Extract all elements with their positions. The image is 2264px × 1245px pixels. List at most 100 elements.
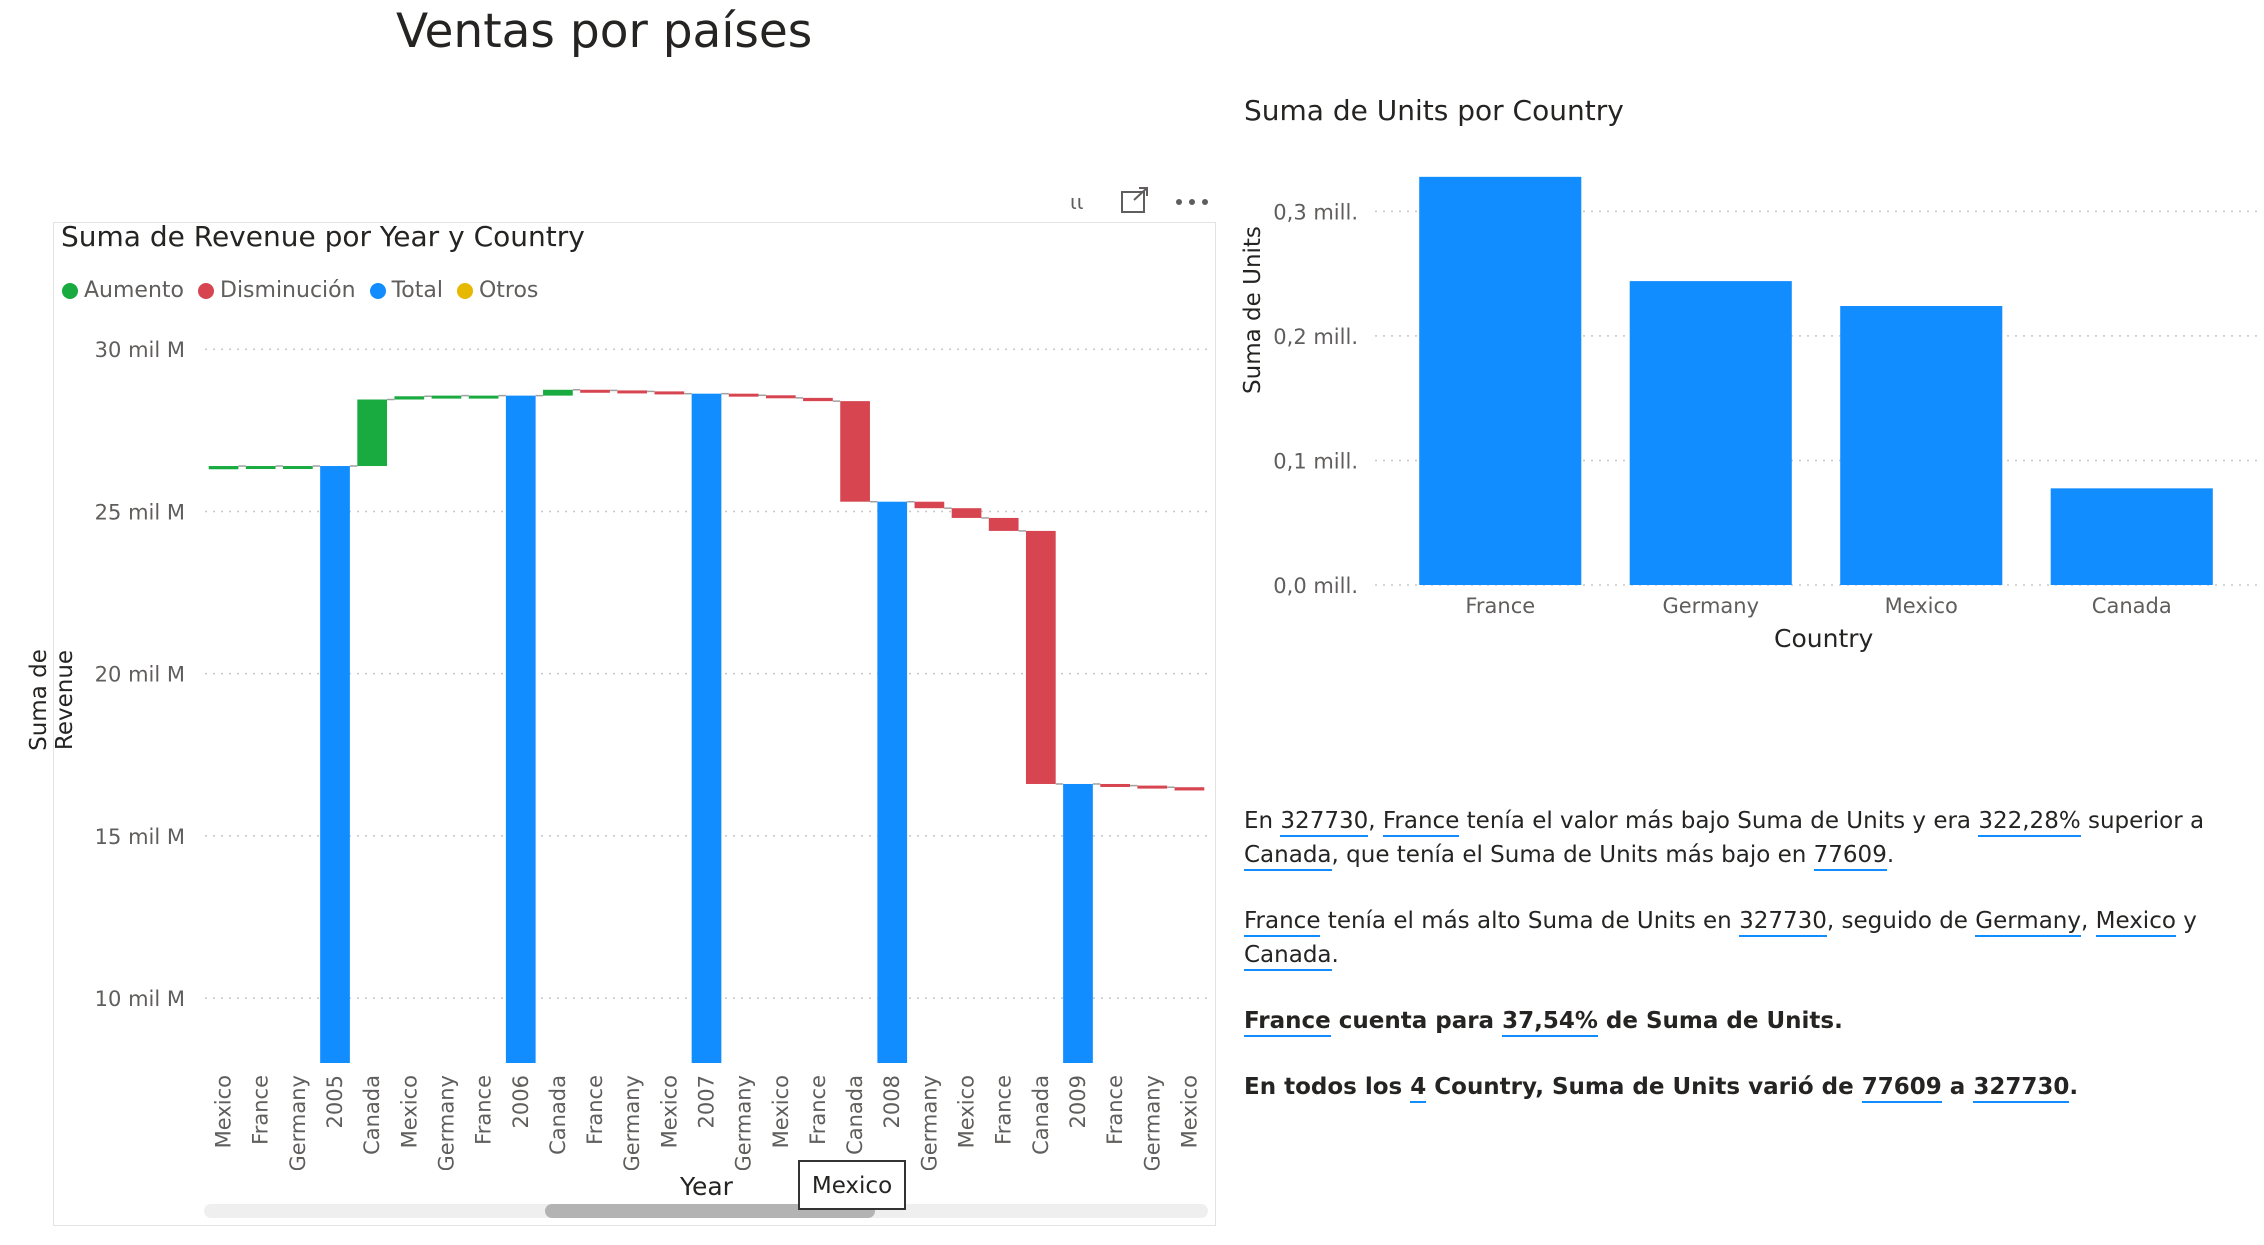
x-tick-label: France [806, 1075, 830, 1145]
waterfall-bar-increase [394, 396, 425, 400]
x-tick-label: Canada [843, 1075, 867, 1155]
narrative-paragraph-1: En 327730, France tenía el valor más baj… [1244, 804, 2254, 872]
waterfall-bar-decrease [951, 508, 982, 518]
narrative-value[interactable]: France [1244, 908, 1321, 937]
y-tick-label: 0,3 mill. [1273, 200, 1358, 224]
waterfall-bar-increase [208, 466, 239, 470]
narrative-value[interactable]: France [1382, 808, 1460, 837]
waterfall-bar-decrease [803, 397, 833, 402]
x-tick-label: Mexico [657, 1075, 681, 1148]
waterfall-legend: Aumento Disminución Total Otros [62, 278, 552, 303]
y-tick-label: 0,2 mill. [1273, 325, 1358, 349]
x-tick-label: 2007 [695, 1075, 719, 1128]
waterfall-bar-increase [431, 395, 462, 399]
x-tick-label: France [1103, 1075, 1127, 1145]
x-tick-label: Canada [1029, 1075, 1053, 1155]
narrative-value[interactable]: 322,28% [1978, 808, 2081, 837]
narrative-value[interactable]: Mexico [2095, 908, 2176, 937]
narrative-value[interactable]: Canada [1244, 942, 1332, 971]
scrollbar-thumb[interactable] [545, 1204, 875, 1218]
narrative-value[interactable]: 77609 [1861, 1074, 1942, 1103]
legend-item-total[interactable]: Total [369, 278, 443, 303]
x-tick-label: Germany [732, 1075, 756, 1170]
waterfall-bar-decrease [1137, 785, 1168, 789]
legend-item-increase[interactable]: Aumento [62, 278, 184, 303]
x-tick-label: Mexico [1885, 594, 1958, 618]
waterfall-visual-frame[interactable] [53, 222, 1216, 1226]
waterfall-bar-decrease [765, 395, 796, 399]
x-tick-label: Germany [434, 1075, 458, 1170]
y-tick-label: 15 mil M [95, 825, 185, 849]
narrative-paragraph-3: France cuenta para 37,54% de Suma de Uni… [1244, 1004, 2254, 1038]
legend-item-decrease[interactable]: Disminución [198, 278, 356, 303]
x-tick-label: Germany [286, 1075, 310, 1170]
y-tick-label: 0,0 mill. [1273, 574, 1358, 598]
legend-item-other[interactable]: Otros [456, 278, 538, 303]
narrative-value[interactable]: 4 [1410, 1074, 1427, 1103]
waterfall-bar-decrease [914, 501, 945, 509]
smart-narrative: En 327730, France tenía el valor más baj… [1244, 804, 2254, 1136]
x-tick-label: Mexico [769, 1075, 793, 1148]
x-tick-label: 2006 [509, 1075, 533, 1128]
waterfall-bar-decrease [1174, 787, 1205, 791]
x-tick-label: Germany [620, 1075, 644, 1170]
x-tick-label: France [583, 1075, 607, 1145]
pin-icon[interactable]: ɩɩ [1070, 190, 1084, 214]
waterfall-bar-total [877, 501, 908, 1063]
waterfall-x-axis-title: Year [680, 1172, 733, 1201]
y-tick-label: 20 mil M [95, 663, 185, 687]
legend-dot [198, 282, 214, 299]
x-tick-label: France [472, 1075, 496, 1145]
x-tick-label: Canada [546, 1075, 570, 1155]
waterfall-bar-total [320, 466, 350, 1063]
waterfall-bar-decrease [580, 389, 610, 393]
bar-canada [2050, 488, 2213, 585]
waterfall-bar-increase [357, 399, 388, 467]
legend-dot [369, 282, 386, 299]
x-tick-label: Mexico [1177, 1075, 1201, 1148]
waterfall-bar-decrease [840, 401, 870, 502]
legend-dot [62, 282, 78, 299]
x-tick-label: Germany [917, 1075, 941, 1170]
waterfall-bar-increase [543, 389, 573, 396]
bar-mexico [1840, 306, 2003, 585]
bar-france [1419, 176, 1582, 585]
narrative-value[interactable]: Germany [1975, 908, 2081, 937]
x-tick-label: Mexico [955, 1075, 979, 1148]
waterfall-bar-total [1063, 783, 1093, 1063]
waterfall-chart: 30 mil M 25 mil M 20 mil M 15 mil M 10 mil M… [95, 338, 1208, 1170]
narrative-paragraph-4: En todos los 4 Country, Suma de Units va… [1244, 1070, 2254, 1104]
y-tick-label: 10 mil M [95, 987, 185, 1011]
narrative-value[interactable]: 327730 [1739, 908, 1827, 937]
waterfall-bar-increase [245, 466, 276, 470]
focus-mode-icon[interactable] [1120, 186, 1150, 218]
y-tick-label: 30 mil M [95, 338, 185, 362]
narrative-value[interactable]: 77609 [1813, 842, 1887, 871]
narrative-value[interactable]: 327730 [1280, 808, 1369, 837]
bar-germany [1629, 281, 1792, 585]
x-tick-label: Mexico [397, 1075, 421, 1148]
x-tick-label: France [249, 1075, 273, 1145]
y-tick-label: 0,1 mill. [1273, 449, 1358, 473]
bar-x-axis-title: Country [1774, 624, 1874, 653]
x-tick-label: Mexico [212, 1075, 236, 1148]
legend-dot [456, 282, 473, 299]
y-tick-label: 25 mil M [95, 500, 185, 524]
narrative-value[interactable]: 327730 [1973, 1074, 2070, 1103]
waterfall-bar-decrease [988, 517, 1019, 531]
narrative-paragraph-2: France tenía el más alto Suma de Units e… [1244, 904, 2254, 972]
page-title: Ventas por países [396, 4, 813, 59]
x-tick-label: 2008 [880, 1075, 904, 1128]
x-tick-label: 2009 [1066, 1075, 1090, 1128]
x-tick-label: Canada [2092, 594, 2172, 618]
waterfall-bar-total [691, 393, 722, 1063]
narrative-value[interactable]: France [1244, 1008, 1331, 1037]
x-tick-label: France [1465, 594, 1535, 618]
x-tick-label: Germany [1662, 594, 1759, 618]
narrative-value[interactable]: Canada [1244, 842, 1332, 871]
waterfall-bar-increase [468, 395, 499, 399]
more-options-icon[interactable] [1175, 192, 1209, 211]
waterfall-bar-decrease [654, 391, 685, 395]
waterfall-bar-increase [283, 466, 313, 470]
narrative-value[interactable]: 37,54% [1502, 1008, 1598, 1037]
